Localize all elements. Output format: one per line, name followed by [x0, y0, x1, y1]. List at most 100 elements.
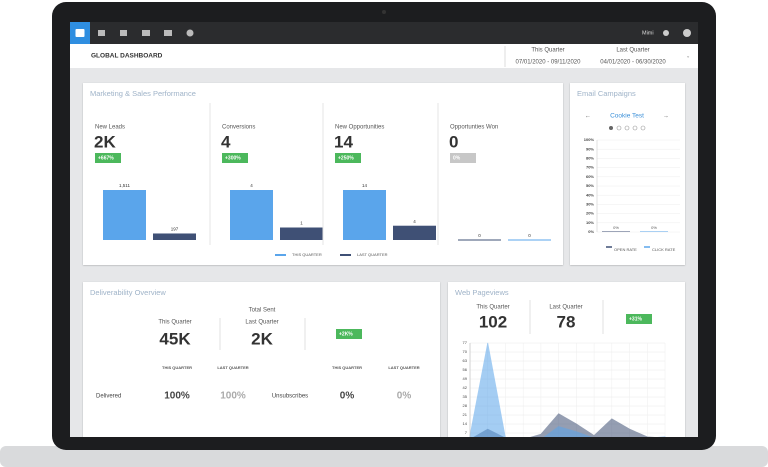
y-tick-label: 7	[465, 430, 468, 435]
metric-value: 2K	[94, 132, 116, 151]
y-tick-label: 80%	[586, 155, 594, 160]
account-icon[interactable]	[683, 29, 691, 37]
bar	[153, 233, 196, 240]
last-quarter-value: 78	[557, 312, 576, 331]
y-tick-label: 63	[463, 358, 468, 363]
bar-label: 0%	[613, 225, 619, 230]
column-header: LAST QUARTER	[217, 365, 248, 370]
bar-label: 197	[171, 227, 179, 232]
this-quarter-label: This Quarter	[476, 305, 509, 311]
table-cell: 0%	[397, 391, 412, 402]
metric-value: 4	[221, 132, 231, 151]
y-tick-label: 0%	[588, 229, 594, 234]
metric-label: Opportunties Won	[450, 125, 498, 131]
change-badge	[335, 153, 361, 163]
bar	[393, 225, 436, 240]
this-quarter-range[interactable]: 07/01/2020 - 09/11/2020	[516, 60, 582, 66]
campaign-name: Cookie Test	[610, 113, 644, 120]
panel-title: Web Pageviews	[455, 288, 509, 297]
last-quarter-range[interactable]: 04/01/2020 - 06/30/2020	[600, 60, 666, 66]
y-tick-label: 70%	[586, 165, 594, 170]
change-badge	[336, 329, 362, 339]
change-badge	[626, 314, 652, 324]
this-quarter-value: 45K	[159, 329, 191, 348]
metric-value: 0	[449, 132, 458, 151]
laptop-base	[0, 446, 768, 467]
change-text: +250%	[338, 155, 354, 161]
dropdown-arrow[interactable]: ⌄	[686, 53, 690, 59]
last-quarter-label: Last Quarter	[245, 320, 278, 326]
screen: Mimi GLOBAL DASHBOARD This Quarter 07/01…	[70, 22, 698, 437]
this-quarter-label: This Quarter	[531, 48, 564, 54]
table-cell: 100%	[220, 391, 246, 402]
legend-label: LAST QUARTER	[357, 252, 388, 257]
y-tick-label: 56	[463, 367, 468, 372]
table-cell: 0%	[340, 391, 355, 402]
users-icon[interactable]	[164, 30, 172, 36]
y-tick-label: 35	[463, 394, 468, 399]
change-text: +2K%	[339, 331, 353, 337]
panel-title: Email Campaigns	[577, 89, 636, 98]
carousel-dots	[609, 125, 646, 131]
y-tick-label: 42	[463, 385, 468, 390]
y-tick-label: 30%	[586, 201, 594, 206]
change-text: +667%	[98, 155, 114, 161]
bar-label: 4	[250, 183, 253, 188]
menu-icon[interactable]	[98, 30, 105, 36]
bell-icon[interactable]	[663, 30, 669, 36]
top-nav	[70, 22, 698, 44]
y-tick-label: 20%	[586, 211, 594, 216]
bar	[280, 227, 323, 240]
total-sent-label: Total Sent	[249, 308, 276, 314]
change-badge	[95, 153, 121, 163]
deliverability-panel	[83, 282, 440, 437]
bar	[343, 190, 386, 240]
change-badge	[222, 153, 248, 163]
legend-label: CLICK RATE	[652, 247, 676, 252]
area	[469, 342, 666, 437]
prev-arrow[interactable]: ←	[585, 114, 591, 120]
y-tick-label: 14	[463, 421, 468, 426]
bar	[230, 190, 273, 240]
panel-title: Deliverability Overview	[90, 288, 166, 297]
legend-label: THIS QUARTER	[292, 252, 322, 257]
y-tick-label: 50%	[586, 183, 594, 188]
y-tick-label: 28	[463, 403, 468, 408]
email-panel	[570, 83, 685, 265]
search-icon[interactable]	[186, 29, 194, 37]
bar-label: 0	[528, 233, 531, 238]
y-tick-label: 100%	[584, 137, 595, 142]
grid-icon[interactable]	[120, 30, 127, 36]
y-tick-label: 90%	[586, 146, 594, 151]
card-icon[interactable]	[142, 30, 150, 36]
user-name[interactable]: Mimi	[642, 30, 654, 36]
metric-label: New Opportunities	[335, 125, 384, 131]
legend-label: OPEN RATE	[614, 247, 637, 252]
table-cell: Unsubscribes	[272, 394, 308, 400]
bar	[640, 231, 668, 232]
change-text: +300%	[225, 155, 241, 161]
y-tick-label: 40%	[586, 192, 594, 197]
y-tick-label: 70	[463, 349, 468, 354]
this-quarter-label: This Quarter	[158, 320, 191, 326]
bar-label: 0	[478, 233, 481, 238]
column-header: LAST QUARTER	[388, 365, 419, 370]
metric-label: Conversions	[222, 125, 255, 131]
bar-label: 14	[362, 183, 368, 188]
bar-label: 4	[413, 219, 416, 224]
header	[70, 44, 698, 68]
y-tick-label: 49	[463, 376, 468, 381]
this-quarter-value: 102	[479, 312, 507, 331]
last-quarter-label: Last Quarter	[616, 48, 649, 54]
table-cell: 100%	[164, 391, 190, 402]
bar-label: 1,511	[119, 183, 130, 188]
y-tick-label: 10%	[586, 220, 594, 225]
page-title: GLOBAL DASHBOARD	[91, 53, 163, 60]
y-tick-label: 60%	[586, 174, 594, 179]
column-header: THIS QUARTER	[162, 365, 192, 370]
next-arrow[interactable]: →	[663, 114, 669, 120]
last-quarter-label: Last Quarter	[549, 305, 582, 311]
panel-title: Marketing & Sales Performance	[90, 89, 196, 98]
change-badge	[450, 153, 476, 163]
